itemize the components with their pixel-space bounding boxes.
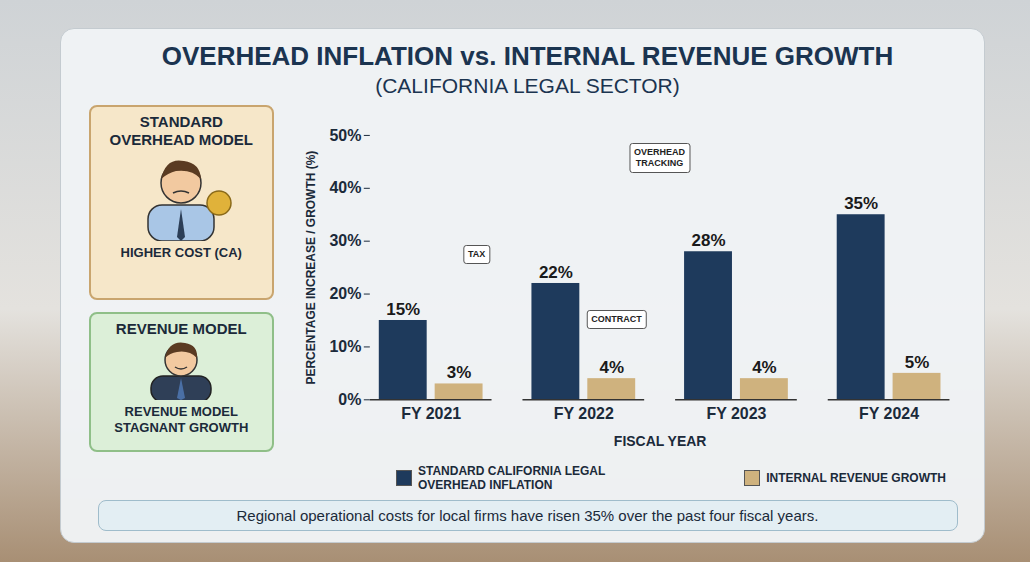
svg-text:30%: 30%: [329, 232, 361, 249]
html-text:TRACKING: TRACKING: [635, 158, 684, 168]
html-text:REVENUE MODEL: REVENUE MODEL: [115, 320, 247, 337]
html-text:Regional operational costs for: Regional operational costs for local fir…: [236, 507, 819, 524]
html-text:OVERHEAD: OVERHEAD: [634, 147, 686, 157]
html-text:STANDARD OVERHEAD MODEL: STANDARD OVERHEAD MODEL: [109, 113, 253, 148]
html-text:OVERHEAD INFLATION vs. INTERNA: OVERHEAD INFLATION vs. INTERNAL REVENUE …: [161, 41, 894, 71]
svg-text:40%: 40%: [329, 179, 361, 196]
svg-text:FISCAL YEAR: FISCAL YEAR: [613, 433, 706, 449]
svg-text:35%: 35%: [844, 194, 878, 213]
svg-text:10%: 10%: [329, 338, 361, 355]
svg-text:22%: 22%: [538, 263, 572, 282]
html-text:(CALIFORNIA LEGAL SECTOR): (CALIFORNIA LEGAL SECTOR): [375, 74, 680, 97]
svg-text:4%: 4%: [752, 358, 777, 377]
svg-text:5%: 5%: [904, 353, 929, 372]
svg-text:20%: 20%: [329, 285, 361, 302]
svg-text:PERCENTAGE INCREASE / GROWTH (: PERCENTAGE INCREASE / GROWTH (%): [304, 151, 318, 385]
svg-text:15%: 15%: [386, 300, 420, 319]
svg-text:FY 2023: FY 2023: [706, 405, 766, 422]
svg-text:50%: 50%: [329, 127, 361, 144]
html-text:TAX: TAX: [467, 249, 486, 259]
svg-text:FY 2022: FY 2022: [553, 405, 613, 422]
html-text:STANDARD CALIFORNIA LEGAL OVER: STANDARD CALIFORNIA LEGAL OVERHEAD INFLA…: [418, 464, 606, 492]
html-text:INTERNAL REVENUE GROWTH: INTERNAL REVENUE GROWTH: [766, 471, 946, 485]
html-text:HIGHER COST (CA): HIGHER COST (CA): [120, 245, 242, 260]
svg-text:FY 2024: FY 2024: [859, 405, 919, 422]
html-text:REVENUE MODEL STAGNANT GROWTH: REVENUE MODEL STAGNANT GROWTH: [114, 404, 249, 435]
svg-text:0%: 0%: [338, 391, 361, 408]
svg-text:FY 2021: FY 2021: [401, 405, 461, 422]
svg-text:4%: 4%: [599, 358, 624, 377]
svg-text:3%: 3%: [446, 363, 471, 382]
html-text:CONTRACT: CONTRACT: [591, 314, 642, 324]
svg-text:28%: 28%: [691, 231, 725, 250]
